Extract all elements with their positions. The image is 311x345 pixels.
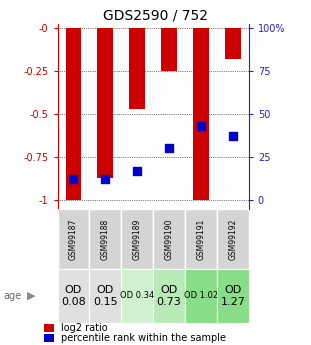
Point bbox=[198, 123, 203, 129]
Bar bbox=[121, 209, 153, 269]
Text: GDS2590 / 752: GDS2590 / 752 bbox=[103, 9, 208, 23]
Text: OD 1.02: OD 1.02 bbox=[184, 291, 218, 300]
Text: age: age bbox=[3, 291, 21, 301]
Point bbox=[167, 146, 172, 151]
Bar bbox=[153, 209, 185, 269]
Bar bbox=[185, 269, 217, 323]
Bar bbox=[153, 269, 185, 323]
Point bbox=[103, 177, 108, 182]
Bar bbox=[129, 28, 145, 109]
Bar bbox=[44, 324, 54, 332]
Bar bbox=[217, 269, 249, 323]
Bar bbox=[185, 209, 217, 269]
Text: log2 ratio: log2 ratio bbox=[61, 323, 107, 333]
Bar bbox=[225, 28, 241, 59]
Text: OD 0.34: OD 0.34 bbox=[120, 291, 154, 300]
Text: OD
0.08: OD 0.08 bbox=[61, 285, 86, 307]
Bar bbox=[58, 269, 90, 323]
Bar bbox=[66, 28, 81, 200]
Text: ▶: ▶ bbox=[27, 291, 35, 301]
Bar bbox=[121, 269, 153, 323]
Bar bbox=[161, 28, 177, 71]
Text: GSM99192: GSM99192 bbox=[228, 218, 237, 259]
Point bbox=[230, 134, 235, 139]
Text: GSM99190: GSM99190 bbox=[165, 218, 174, 260]
Text: GSM99191: GSM99191 bbox=[197, 218, 206, 259]
Bar bbox=[58, 209, 90, 269]
Text: OD
0.15: OD 0.15 bbox=[93, 285, 118, 307]
Text: OD
1.27: OD 1.27 bbox=[220, 285, 245, 307]
Bar bbox=[44, 334, 54, 342]
Bar bbox=[193, 28, 209, 200]
Bar bbox=[217, 209, 249, 269]
Bar bbox=[90, 269, 121, 323]
Point bbox=[71, 177, 76, 182]
Bar bbox=[90, 209, 121, 269]
Text: percentile rank within the sample: percentile rank within the sample bbox=[61, 333, 225, 343]
Bar bbox=[97, 28, 113, 178]
Text: GSM99189: GSM99189 bbox=[133, 218, 142, 259]
Text: GSM99188: GSM99188 bbox=[101, 218, 110, 259]
Text: GSM99187: GSM99187 bbox=[69, 218, 78, 259]
Point bbox=[135, 168, 140, 174]
Text: OD
0.73: OD 0.73 bbox=[157, 285, 182, 307]
